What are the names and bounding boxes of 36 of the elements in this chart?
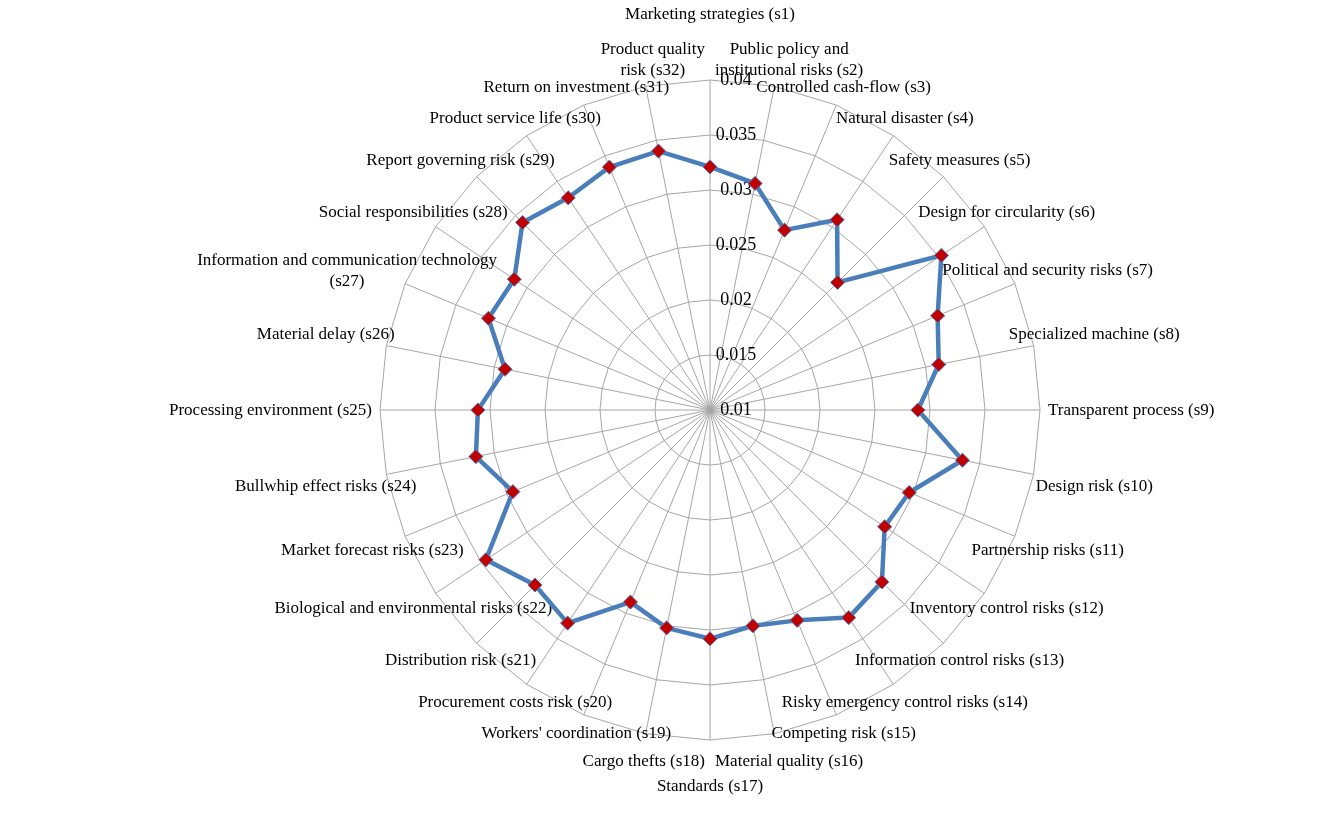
spoke-label: Product quality risk (s32)	[600, 39, 706, 79]
spoke-label: Specialized machine (s8)	[1008, 323, 1180, 343]
spoke-label: Information control risks (s13)	[854, 649, 1065, 669]
spoke-label: Design for circularity (s6)	[918, 201, 1096, 221]
spoke-label: Competing risk (s15)	[771, 722, 916, 742]
spoke-label: Social responsibilities (s28)	[318, 201, 508, 221]
spoke-label: Distribution risk (s21)	[384, 649, 537, 669]
spoke-label: Information and communication technology (s27)	[197, 249, 498, 290]
spoke-label: Partnership risks (s11)	[971, 539, 1124, 559]
spoke-label: Report governing risk (s29)	[366, 150, 555, 170]
spoke-label: Marketing strategies (s1)	[625, 3, 795, 23]
spoke-label: Procurement costs risk (s20)	[418, 691, 613, 711]
spoke-label: Inventory control risks (s12)	[909, 598, 1104, 618]
spoke-label: Cargo thefts (s18)	[582, 750, 705, 770]
spoke-label: Product service life (s30)	[429, 108, 601, 128]
spoke-label: Biological and environmental risks (s22)	[274, 598, 553, 618]
spoke-label: Design risk (s10)	[1035, 476, 1153, 496]
spoke-label: Safety measures (s5)	[888, 150, 1031, 170]
spoke-label: Political and security risks (s7)	[942, 260, 1153, 280]
y-tick-label: 0.015	[715, 344, 757, 364]
spoke-label: Return on investment (s31)	[483, 77, 670, 97]
y-tick-label: 0.035	[715, 124, 757, 144]
spoke-label: Bullwhip effect risks (s24)	[234, 476, 417, 496]
spoke-label: Market forecast risks (s23)	[281, 539, 464, 559]
y-tick-label: 0.01	[720, 399, 752, 419]
spoke-label: Material delay (s26)	[256, 323, 395, 343]
spoke-label: Processing environment (s25)	[168, 400, 373, 419]
y-tick-label: 0.025	[715, 234, 757, 254]
spoke-label: Workers' coordination (s19)	[481, 722, 672, 742]
y-tick-label: 0.03	[720, 179, 752, 199]
spoke-label: Standards (s17)	[656, 775, 764, 795]
spoke-label: Transparent process (s9)	[1047, 400, 1215, 419]
spoke-label: Natural disaster (s4)	[835, 108, 974, 128]
spoke-label: Risky emergency control risks (s14)	[781, 691, 1028, 711]
y-tick-label: 0.02	[720, 289, 752, 309]
spoke-label: Material quality (s16)	[714, 750, 864, 770]
